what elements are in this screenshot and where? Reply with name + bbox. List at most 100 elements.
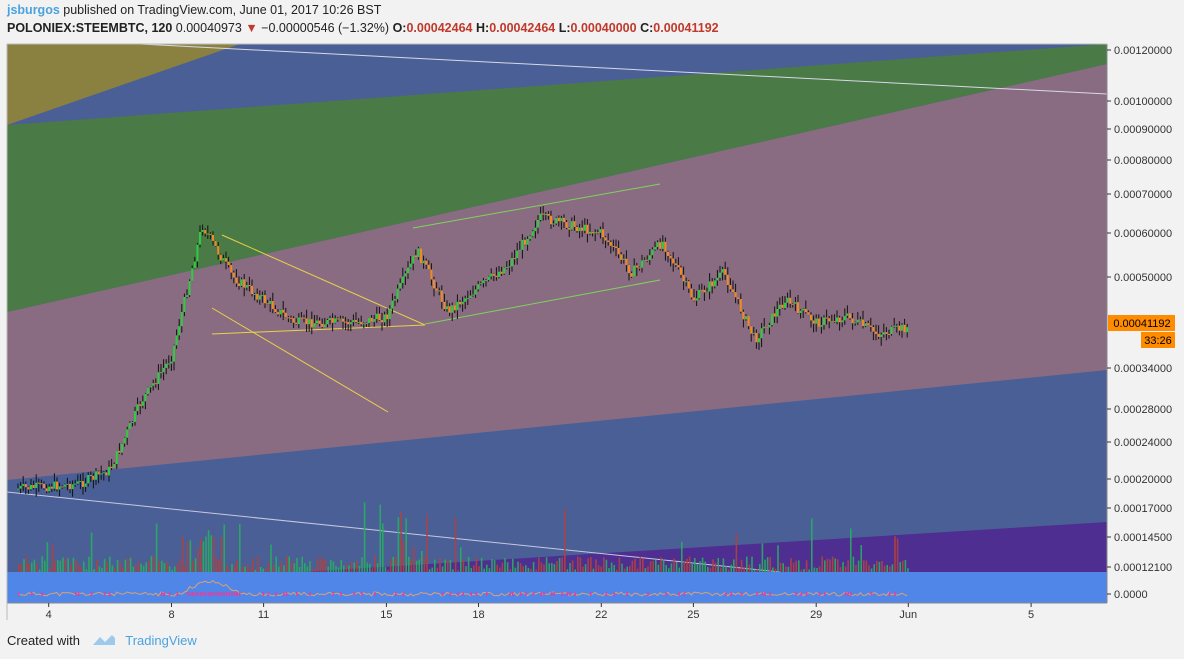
candle-body [74, 483, 77, 485]
created-with-label: Created with [7, 633, 80, 648]
candle-body [193, 261, 196, 269]
candle-body [336, 318, 339, 320]
volume-bar [792, 562, 795, 572]
volume-bar [756, 569, 758, 572]
candle-body [243, 279, 246, 288]
candle-body [602, 229, 604, 238]
volume-bar [33, 559, 36, 572]
volume-bar [135, 565, 137, 572]
candle-body [547, 213, 550, 216]
candle-body [118, 450, 121, 453]
candle-body [872, 326, 875, 332]
volume-bar [746, 556, 748, 572]
candle-body [456, 301, 459, 311]
candle-body [786, 297, 789, 303]
candle-body [503, 267, 506, 274]
volume-bar [59, 560, 62, 572]
candle-body [895, 325, 898, 327]
candle-body [297, 317, 300, 325]
volume-bar [441, 566, 444, 572]
volume-bar [525, 565, 527, 572]
candle-body [427, 264, 430, 270]
volume-bar [252, 557, 254, 572]
candle-body [773, 313, 776, 317]
volume-bar [436, 567, 439, 572]
candle-body [292, 318, 295, 323]
volume-bar [67, 558, 69, 572]
volume-bar [569, 563, 571, 572]
candle-body [357, 321, 360, 323]
volume-bar [418, 559, 420, 572]
volume-bar [603, 557, 605, 572]
candle-body [375, 313, 378, 320]
tradingview-logo-icon[interactable] [92, 633, 116, 650]
candle-body [404, 273, 407, 277]
candle-body [695, 298, 698, 301]
volume-bar [447, 559, 449, 572]
volume-bar [444, 559, 446, 572]
volume-bar [863, 560, 865, 572]
volume-bar [88, 556, 90, 572]
candle-body [472, 294, 474, 296]
candle-body [604, 237, 607, 241]
resistance-line [139, 44, 1107, 95]
volume-bar [340, 559, 342, 572]
volume-bar [291, 560, 293, 572]
volume-bar [509, 568, 511, 572]
candle-body [739, 299, 742, 312]
band-purple [300, 522, 1107, 572]
volume-bar [629, 566, 631, 572]
candle-body [570, 221, 573, 230]
oscillator-bar [740, 592, 743, 596]
volume-bar [337, 567, 340, 572]
volume-bar [553, 564, 556, 572]
volume-bar [358, 565, 361, 572]
volume-bar [353, 562, 355, 572]
candle-body [500, 271, 503, 274]
candle-body [721, 269, 724, 273]
candle-body [542, 213, 545, 215]
volume-bar [77, 565, 80, 572]
candle-body [578, 227, 581, 232]
candle-body [394, 299, 396, 301]
volume-bar [119, 561, 121, 572]
oscillator-bar [226, 592, 228, 596]
open-value: 0.00042464 [406, 21, 473, 35]
volume-bar [122, 568, 124, 572]
volume-bar [278, 566, 280, 572]
candle-body [630, 273, 633, 277]
candle-body [139, 404, 142, 406]
volume-bar [475, 557, 478, 572]
candle-body [693, 297, 695, 301]
volume-bar [379, 504, 381, 572]
oscillator-bar [194, 592, 197, 596]
volume-bar [218, 559, 220, 572]
oscillator-bar [218, 592, 220, 596]
author-link[interactable]: jsburgos [7, 3, 60, 17]
candle-body [32, 484, 35, 489]
oscillator-bar [847, 592, 849, 596]
candle-body [147, 387, 149, 394]
volume-bar [740, 559, 743, 572]
candle-body [414, 255, 417, 258]
tradingview-link[interactable]: TradingView [125, 633, 197, 648]
volume-bar [571, 560, 574, 572]
candle-body [409, 263, 412, 268]
volume-bar [293, 563, 296, 572]
candle-body [316, 320, 318, 324]
candle-body [355, 320, 357, 323]
candle-body [136, 404, 139, 412]
candle-body [563, 217, 565, 223]
candle-body [625, 258, 628, 266]
candle-body [433, 279, 435, 289]
oscillator-bar [678, 592, 680, 596]
volume-bar [421, 550, 423, 572]
volume-bar [70, 564, 72, 572]
oscillator-bar [75, 592, 77, 596]
oscillator-bar [889, 592, 891, 596]
candle-body [758, 338, 760, 343]
volume-bar [626, 566, 628, 572]
candle-body [841, 320, 844, 323]
oscillator-bar [850, 592, 852, 596]
